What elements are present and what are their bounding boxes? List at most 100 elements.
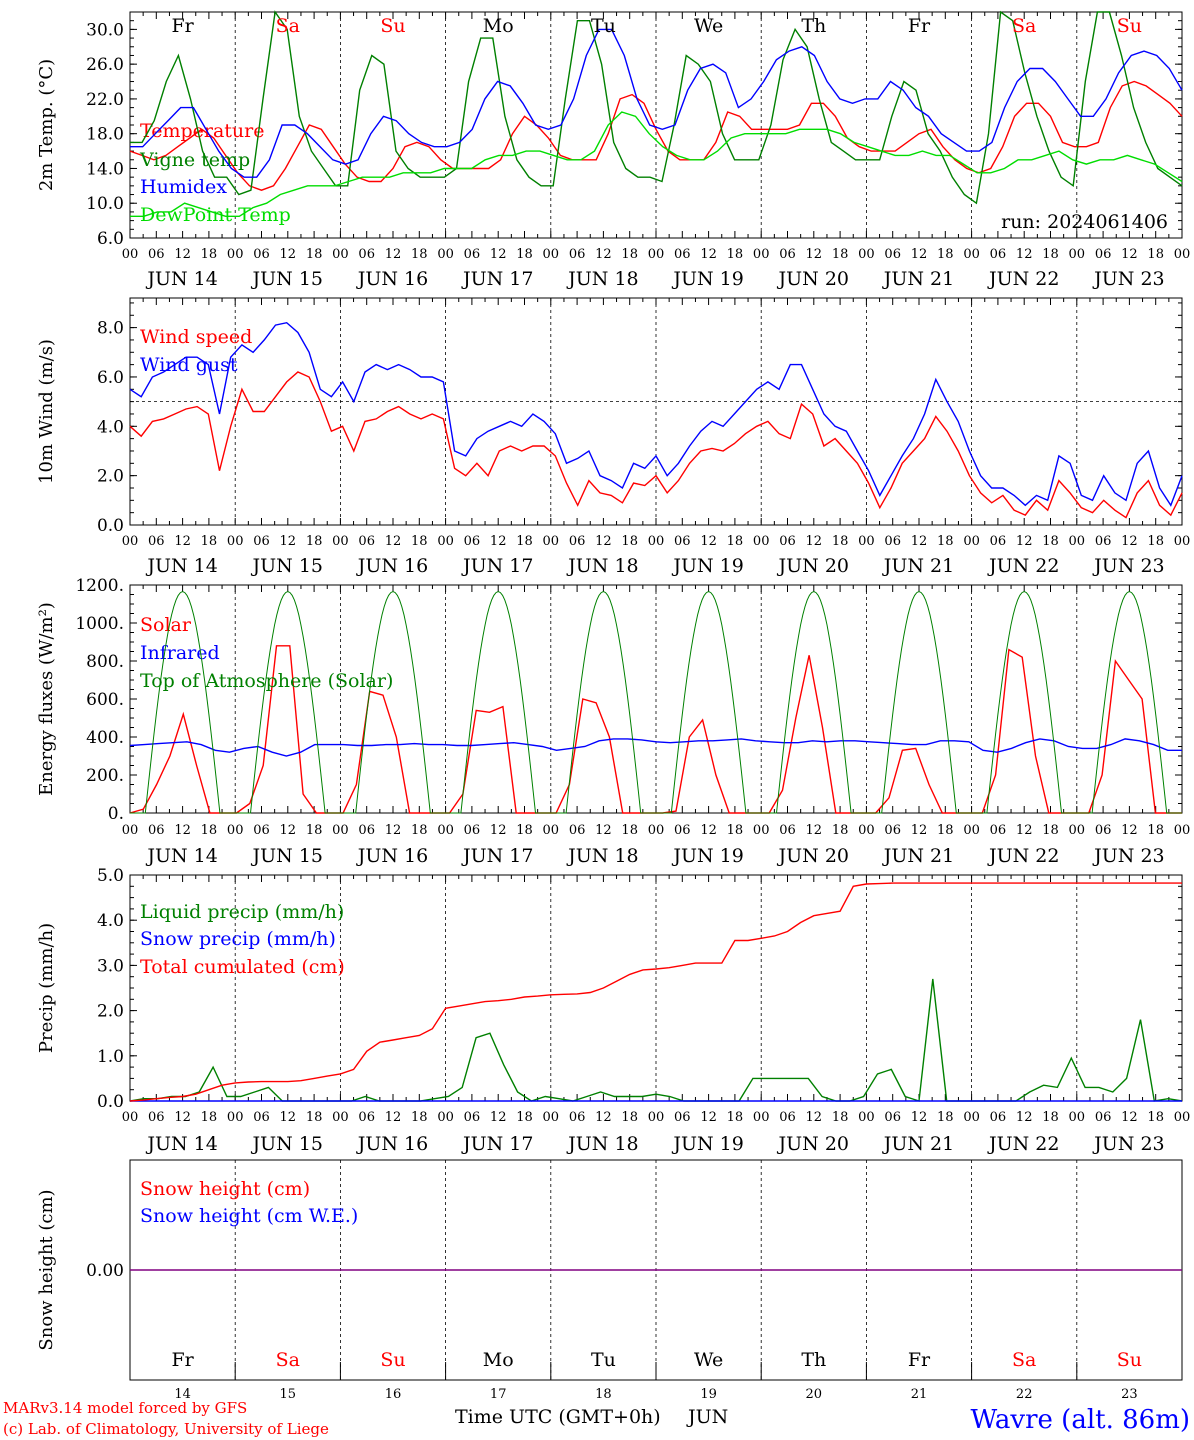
y-axis-label: Snow height (cm) — [36, 1189, 57, 1350]
hour-label: 06 — [253, 1110, 270, 1125]
hour-label: 18 — [937, 823, 954, 838]
hour-label: 12 — [490, 1110, 507, 1125]
hour-label: 06 — [1095, 823, 1112, 838]
hour-label: 00 — [1069, 1110, 1086, 1125]
hour-label: 06 — [884, 823, 901, 838]
y-tick-label: 0.00 — [86, 1261, 124, 1281]
hour-label: 12 — [595, 247, 612, 262]
legend-entry: Total cumulated (cm) — [140, 956, 345, 978]
hour-label: 12 — [1121, 823, 1138, 838]
series-line-dewpoint-temp — [130, 111, 1183, 218]
hour-label: 18 — [727, 247, 744, 262]
hour-label: 00 — [122, 823, 139, 838]
panel-wind: 0.0 2.0 4.0 6.0 8.0 10m Wind (m/s) Wind speed W… — [36, 297, 1190, 577]
hour-label: 12 — [385, 534, 402, 549]
day-label: JUN 18 — [566, 1133, 638, 1155]
hour-label: 18 — [727, 823, 744, 838]
y-tick-label: 0. — [108, 804, 124, 824]
legend-entry: DewPoint Temp — [140, 204, 291, 226]
series-line-humidex — [130, 28, 1183, 178]
hour-label: 06 — [1095, 1110, 1112, 1125]
hour-label: 00 — [1069, 534, 1086, 549]
hour-label: 00 — [543, 1110, 560, 1125]
hour-label: 18 — [1147, 823, 1164, 838]
y-tick-label: 1.0 — [97, 1047, 124, 1067]
day-label: JUN 14 — [145, 268, 217, 290]
y-tick-label: 10.0 — [86, 194, 124, 214]
hour-label: 06 — [779, 823, 796, 838]
hour-label: 18 — [937, 1110, 954, 1125]
hour-label: 18 — [516, 823, 533, 838]
hour-label: 18 — [1042, 247, 1059, 262]
hour-label: 18 — [516, 1110, 533, 1125]
day-label: JUN 19 — [671, 1133, 743, 1155]
hour-label: 12 — [1016, 823, 1033, 838]
day-label: JUN 21 — [882, 1133, 954, 1155]
day-number: 14 — [174, 1387, 191, 1402]
y-tick-label: 600. — [86, 690, 124, 710]
hour-label: 06 — [674, 1110, 691, 1125]
y-axis-label: Energy fluxes (W/m²) — [36, 602, 57, 796]
hour-label: 12 — [490, 823, 507, 838]
hour-label: 18 — [937, 247, 954, 262]
hour-label: 06 — [884, 247, 901, 262]
hour-label: 12 — [806, 247, 823, 262]
hour-label: 12 — [385, 823, 402, 838]
day-label: JUN 20 — [777, 555, 849, 577]
day-number: 23 — [1121, 1387, 1138, 1402]
day-label: JUN 19 — [671, 555, 743, 577]
day-label: JUN 18 — [566, 845, 638, 867]
y-tick-label: 6.0 — [97, 368, 124, 388]
hour-label: 18 — [306, 247, 323, 262]
hour-label: 18 — [411, 247, 428, 262]
hour-label: 06 — [779, 1110, 796, 1125]
hour-label: 18 — [516, 247, 533, 262]
hour-label: 18 — [306, 1110, 323, 1125]
hour-label: 12 — [1016, 1110, 1033, 1125]
day-label: JUN 22 — [987, 268, 1059, 290]
hour-label: 12 — [174, 1110, 191, 1125]
hour-label: 12 — [595, 534, 612, 549]
hour-label: 12 — [1016, 247, 1033, 262]
y-tick-label: 400. — [86, 728, 124, 748]
hour-label: 00 — [437, 1110, 454, 1125]
hour-label: 06 — [779, 247, 796, 262]
weekday-label-top: We — [694, 15, 723, 37]
day-number: 16 — [385, 1387, 402, 1402]
hour-label: 00 — [648, 1110, 665, 1125]
hour-label: 00 — [1174, 823, 1191, 838]
hour-label: 18 — [621, 534, 638, 549]
month-label: JUN — [686, 1406, 728, 1428]
day-label: JUN 20 — [777, 268, 849, 290]
weekday-label-bottom: Sa — [276, 1349, 300, 1371]
weekday-label-top: Mo — [483, 15, 514, 37]
y-axis-label: 10m Wind (m/s) — [36, 339, 57, 484]
hour-label: 18 — [727, 1110, 744, 1125]
hour-label: 00 — [543, 247, 560, 262]
y-tick-label: 2.0 — [97, 1002, 124, 1022]
hour-label: 06 — [148, 823, 165, 838]
hour-label: 18 — [1042, 823, 1059, 838]
y-tick-label: 200. — [86, 766, 124, 786]
hour-label: 00 — [227, 1110, 244, 1125]
hour-label: 00 — [858, 1110, 875, 1125]
y-tick-label: 26.0 — [86, 55, 124, 75]
hour-label: 00 — [648, 247, 665, 262]
day-label: JUN 14 — [145, 845, 217, 867]
y-tick-label: 22.0 — [86, 90, 124, 110]
hour-label: 06 — [358, 1110, 375, 1125]
weekday-label-bottom: We — [694, 1349, 723, 1371]
hour-label: 06 — [990, 1110, 1007, 1125]
weekday-label-bottom: Su — [1117, 1349, 1142, 1371]
day-label: JUN 15 — [251, 845, 323, 867]
y-tick-label: 6.0 — [97, 229, 124, 249]
day-number: 15 — [280, 1387, 297, 1402]
day-label: JUN 22 — [987, 845, 1059, 867]
day-label: JUN 18 — [566, 268, 638, 290]
hour-label: 06 — [148, 247, 165, 262]
y-axis-label: 2m Temp. (°C) — [36, 59, 57, 191]
legend-entry: Infrared — [140, 642, 220, 664]
hour-label: 12 — [174, 247, 191, 262]
y-tick-label: 18.0 — [86, 125, 124, 145]
